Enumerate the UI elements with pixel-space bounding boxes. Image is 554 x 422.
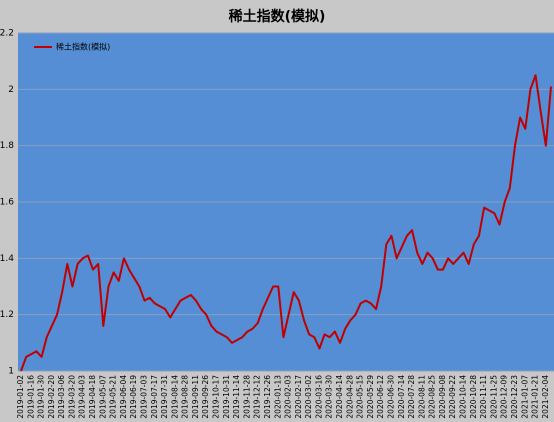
y-tick-label: 2 [8,85,14,95]
x-tick-label: 2021-02-04 [541,375,550,419]
x-tick-label: 2019-10-31 [222,375,231,419]
x-tick-label: 2019-12-12 [253,375,262,419]
x-tick-label: 2021-01-07 [520,375,529,419]
legend-label: 稀土指数(模拟) [56,42,110,52]
x-tick-label: 2020-12-23 [510,375,519,419]
y-tick-label: 1.8 [0,141,14,151]
y-tick-label: 1 [8,367,14,377]
x-tick-label: 2019-05-07 [98,375,107,419]
y-tick-label: 1.2 [0,310,14,320]
x-tick-label: 2019-06-19 [129,375,138,419]
y-tick-label: 1.6 [0,198,14,208]
x-tick-label: 2020-03-16 [314,375,323,419]
x-tick-label: 2020-10-14 [459,375,468,419]
x-tick-label: 2020-04-28 [345,375,354,419]
x-tick-label: 2019-11-28 [242,375,251,419]
x-tick-label: 2019-10-17 [212,375,221,419]
x-tick-label: 2020-01-13 [273,375,282,419]
x-tick-label: 2020-07-14 [397,375,406,419]
x-tick-label: 2020-07-28 [407,375,416,419]
x-tick-label: 2019-04-18 [88,375,97,419]
x-tick-label: 2020-06-12 [376,375,385,419]
x-tick-label: 2020-02-03 [284,375,293,419]
x-tick-label: 2020-09-08 [438,375,447,419]
x-tick-label: 2020-03-02 [304,375,313,419]
x-tick-label: 2020-10-28 [469,375,478,419]
x-tick-label: 2019-03-06 [57,375,66,419]
x-tick-label: 2019-05-21 [109,375,118,419]
x-tick-label: 2020-11-25 [489,375,498,419]
x-tick-label: 2020-09-22 [448,375,457,419]
x-tick-label: 2019-06-04 [119,375,128,419]
x-tick-label: 2019-07-17 [150,375,159,419]
x-tick-label: 2019-08-14 [170,375,179,419]
x-tick-label: 2019-01-02 [16,375,25,419]
x-tick-label: 2020-08-11 [417,375,426,419]
x-tick-label: 2020-04-14 [335,375,344,419]
x-tick-label: 2019-01-16 [26,375,35,419]
data-line [20,74,552,372]
x-tick-label: 2019-12-26 [263,375,272,419]
x-tick-label: 2019-08-28 [181,375,190,419]
x-tick-label: 2020-03-30 [325,375,334,419]
x-tick-label: 2019-09-11 [191,375,200,419]
x-tick-label: 2019-07-31 [160,375,169,419]
x-tick-label: 2019-01-30 [37,375,46,419]
x-tick-label: 2020-12-09 [500,375,509,419]
x-tick-label: 2019-11-14 [232,375,241,419]
x-tick-label: 2019-04-03 [78,375,87,419]
x-tick-label: 2020-02-17 [294,375,303,419]
chart-title: 稀土指数(模拟) [229,8,326,25]
y-tick-label: 2.2 [0,29,14,39]
x-tick-label: 2021-01-21 [531,375,540,419]
y-tick-label: 1.4 [0,254,14,264]
x-tick-label: 2019-02-20 [47,375,56,419]
x-tick-label: 2020-05-15 [356,375,365,419]
x-tick-label: 2020-11-11 [479,375,488,419]
x-tick-label: 2019-09-26 [201,375,210,419]
x-tick-label: 2020-08-25 [428,375,437,419]
x-tick-label: 2019-07-03 [139,375,148,419]
x-tick-label: 2020-05-29 [366,375,375,419]
x-tick-label: 2019-03-20 [67,375,76,419]
x-tick-label: 2020-06-30 [386,375,395,419]
